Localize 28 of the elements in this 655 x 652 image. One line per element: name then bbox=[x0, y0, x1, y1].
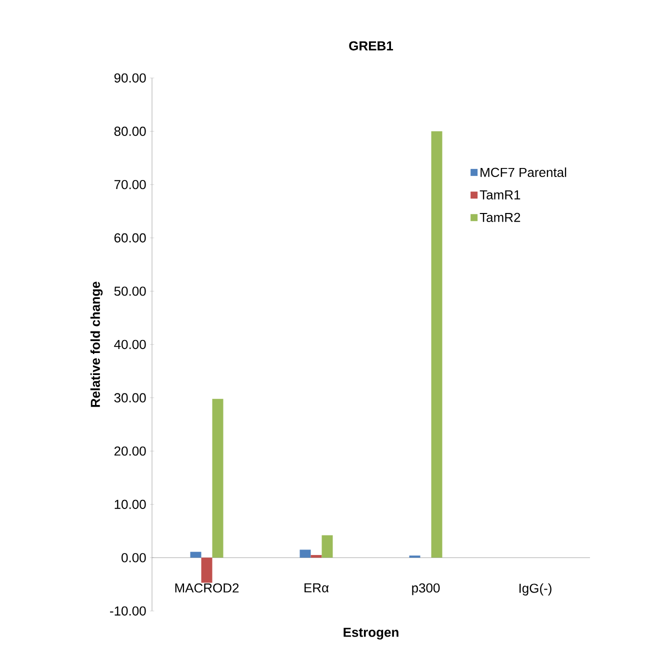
y-tick-label: 70.00 bbox=[114, 180, 146, 190]
bar bbox=[300, 550, 311, 558]
legend-label: TamR1 bbox=[480, 190, 520, 200]
bar bbox=[190, 552, 202, 558]
x-axis-title: Estrogen bbox=[344, 628, 398, 640]
y-tick-label: 60.00 bbox=[114, 233, 146, 242]
chart-title: GREB1 bbox=[349, 41, 394, 50]
bar bbox=[431, 131, 442, 558]
x-tick-label: MACROD2 bbox=[175, 583, 239, 593]
y-tick-label: 80.00 bbox=[114, 126, 146, 136]
bar bbox=[322, 535, 333, 558]
y-tick-label: 90.00 bbox=[114, 73, 146, 83]
x-tick-label: ERα bbox=[304, 583, 329, 592]
y-tick-label: 30.00 bbox=[114, 393, 146, 402]
legend-label: TamR2 bbox=[480, 212, 520, 222]
y-tick-label: -10.00 bbox=[110, 606, 146, 616]
y-axis-title: Relative fold change bbox=[90, 282, 103, 407]
x-tick-label: IgG(-) bbox=[519, 583, 552, 596]
bar bbox=[310, 555, 322, 558]
bar bbox=[212, 398, 224, 558]
bar bbox=[201, 558, 212, 583]
legend-label: MCF7 Parental bbox=[480, 167, 566, 178]
x-tick-label: p300 bbox=[412, 583, 440, 596]
y-tick-label: 40.00 bbox=[114, 340, 146, 350]
y-tick-label: 10.00 bbox=[114, 500, 146, 509]
y-tick-label: 0.00 bbox=[122, 553, 146, 562]
y-tick-label: 20.00 bbox=[114, 446, 146, 456]
y-tick-label: 50.00 bbox=[114, 286, 146, 296]
